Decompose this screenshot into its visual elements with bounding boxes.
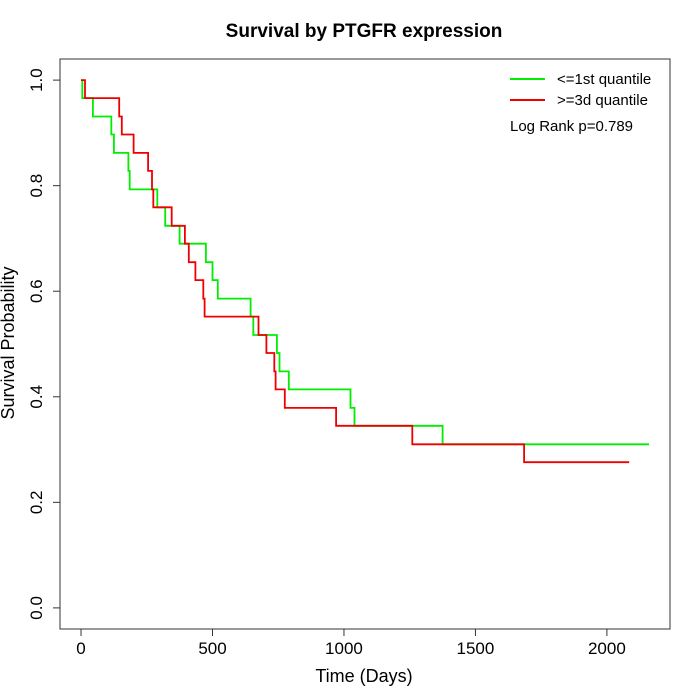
x-tick-label: 500 [198, 639, 226, 658]
x-tick-label: 1500 [457, 639, 495, 658]
series-line-low-quantile [81, 79, 649, 446]
x-axis-label: Time (Days) [315, 666, 412, 686]
y-axis-label: Survival Probability [0, 266, 18, 419]
y-tick-label: 0.8 [27, 174, 46, 198]
y-tick-label: 0.4 [27, 385, 46, 409]
y-tick-label: 0.2 [27, 491, 46, 515]
y-tick-label: 0.6 [27, 279, 46, 303]
legend-label-high-quantile: >=3d quantile [557, 92, 648, 109]
x-tick-label: 1000 [325, 639, 363, 658]
plot-frame [59, 58, 671, 630]
x-tick-label: 2000 [588, 639, 626, 658]
legend: <=1st quantile >=3d quantile Log Rank p=… [510, 71, 651, 135]
y-tick-label: 0.0 [27, 596, 46, 620]
x-tick-label: 0 [76, 639, 85, 658]
x-axis: 0 500 1000 1500 2000 [76, 628, 626, 658]
y-tick-label: 1.0 [27, 68, 46, 92]
y-axis: 0.0 0.2 0.4 0.6 0.8 1.0 [27, 68, 61, 620]
series-layer [81, 79, 649, 464]
chart-title: Survival by PTGFR expression [226, 21, 503, 42]
legend-label-low-quantile: <=1st quantile [557, 71, 651, 88]
log-rank-annotation: Log Rank p=0.789 [510, 118, 633, 135]
series-line-high-quantile [81, 79, 630, 464]
